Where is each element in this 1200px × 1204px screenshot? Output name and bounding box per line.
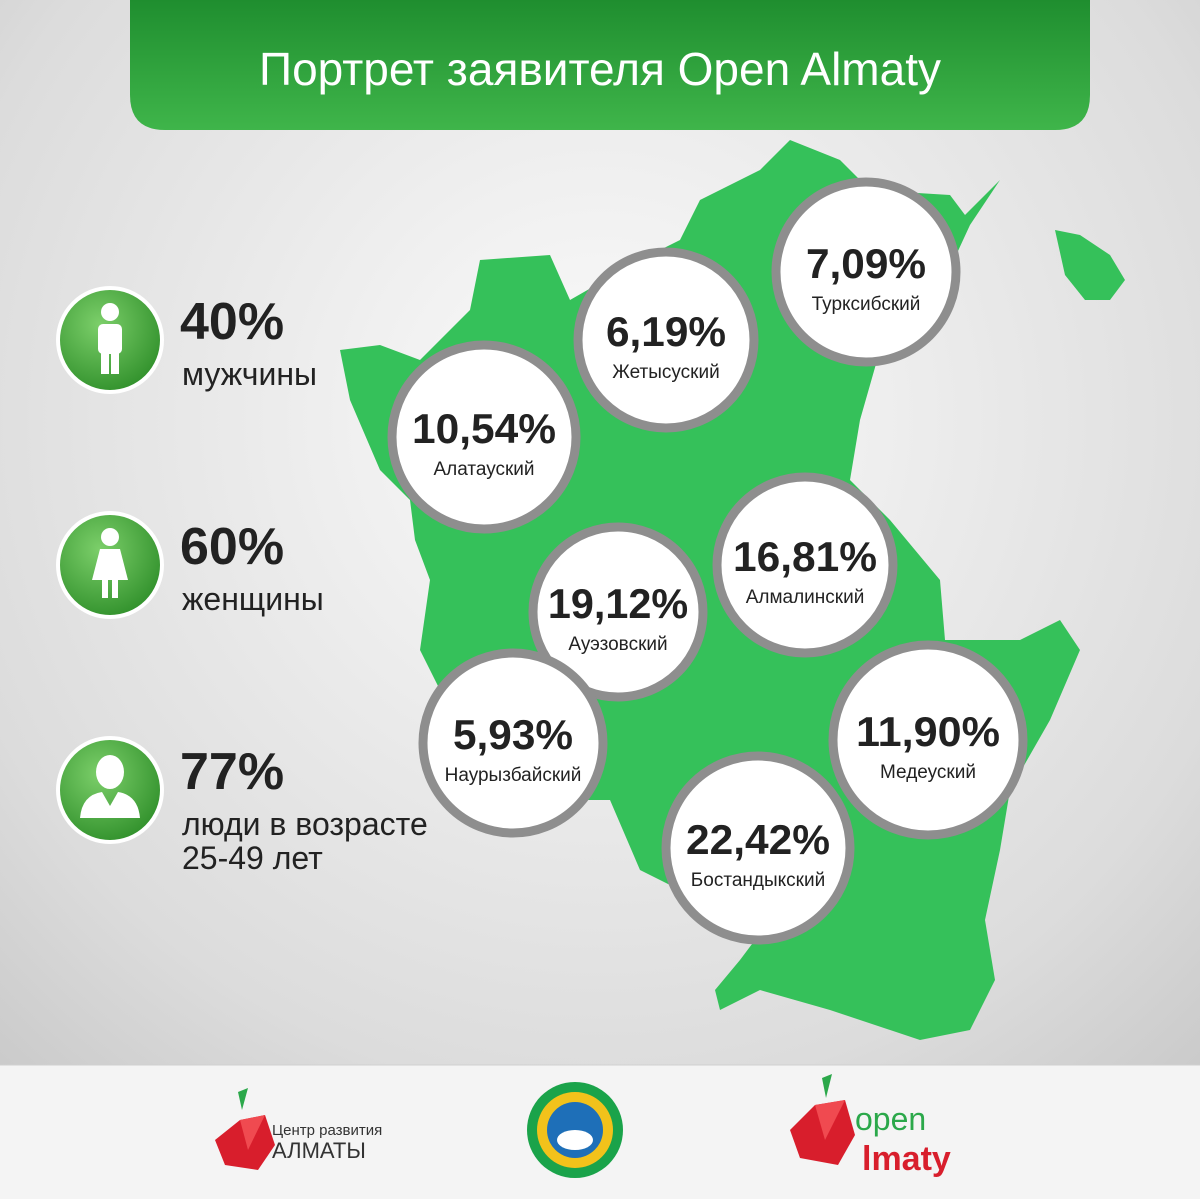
stat-label: 25-49 лет bbox=[182, 840, 323, 876]
center-logo bbox=[215, 1088, 275, 1170]
map-island bbox=[1055, 230, 1125, 300]
district-name: Алмалинский bbox=[746, 587, 865, 608]
age-glyph bbox=[80, 755, 140, 818]
open-logo-line2: lmaty bbox=[862, 1140, 951, 1178]
district-circle bbox=[828, 640, 1028, 840]
district-value: 5,93% bbox=[453, 711, 573, 758]
stats: 40% мужчины 60% женщины 77% люди в возрасте25… bbox=[56, 286, 428, 876]
district-value: 11,90% bbox=[856, 708, 1000, 755]
center-logo-line2: АЛМАТЫ bbox=[272, 1138, 366, 1163]
open-logo bbox=[790, 1074, 855, 1165]
district-circle bbox=[418, 648, 608, 838]
district-name: Наурызбайский bbox=[445, 765, 582, 786]
district-circle bbox=[573, 247, 759, 433]
stat-label: люди в возрасте bbox=[182, 806, 428, 842]
emblem bbox=[527, 1082, 623, 1178]
female-glyph bbox=[92, 528, 128, 598]
district-value: 22,42% bbox=[686, 816, 830, 863]
district-value: 6,19% bbox=[606, 308, 726, 355]
district-value: 10,54% bbox=[412, 405, 556, 452]
district-circle bbox=[387, 340, 581, 534]
district-value: 16,81% bbox=[733, 533, 877, 580]
district-name: Турксибский bbox=[812, 294, 921, 315]
district-value: 19,12% bbox=[548, 580, 688, 627]
stat-value: 60% bbox=[180, 518, 284, 576]
district-circle bbox=[712, 472, 898, 658]
district-circle bbox=[771, 177, 961, 367]
district-circle bbox=[661, 751, 855, 945]
male-glyph bbox=[98, 303, 122, 374]
title: Портрет заявителя Open Almaty bbox=[259, 43, 941, 95]
district-name: Бостандыкский bbox=[691, 870, 825, 891]
stat-label: мужчины bbox=[182, 356, 317, 392]
district-name: Жетысуский bbox=[612, 362, 719, 383]
age-icon bbox=[56, 736, 164, 844]
stat-label: женщины bbox=[182, 581, 324, 617]
district-name: Ауэзовский bbox=[568, 634, 667, 655]
districts: 7,09% Турксибский 6,19% Жетысуский 10,54% Ала… bbox=[387, 177, 1028, 945]
header-banner bbox=[130, 0, 1090, 130]
district-name: Медеуский bbox=[880, 762, 976, 783]
district-circle bbox=[528, 522, 708, 702]
open-logo-line1: open bbox=[855, 1101, 926, 1137]
stat-value: 77% bbox=[180, 743, 284, 801]
district-value: 7,09% bbox=[806, 240, 926, 287]
stat-value: 40% bbox=[180, 293, 284, 351]
district-name: Алатауский bbox=[433, 459, 534, 480]
center-logo-line1: Центр развития bbox=[272, 1122, 382, 1139]
